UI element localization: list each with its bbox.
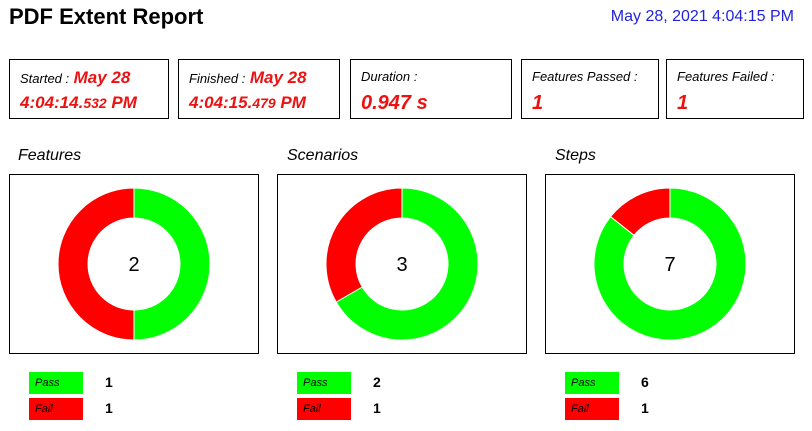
started-label: Started : xyxy=(20,71,70,86)
started-time: 4:04:14.532 PM xyxy=(20,93,137,112)
pass-slice xyxy=(133,187,211,341)
fail-swatch: Fail xyxy=(29,398,83,420)
steps-pass-count: 6 xyxy=(641,374,649,390)
features-failed-card: Features Failed : 1 xyxy=(666,59,804,119)
scenarios-chart: 3 xyxy=(277,174,527,354)
fail-swatch: Fail xyxy=(565,398,619,420)
donut-center-total: 7 xyxy=(664,254,675,276)
duration-label: Duration : xyxy=(361,69,418,84)
duration-card: Duration : 0.947 s xyxy=(350,59,512,119)
pass-swatch: Pass xyxy=(297,372,351,394)
donut-center-total: 2 xyxy=(128,254,139,276)
donut-center-total: 3 xyxy=(396,254,407,276)
finished-time: 4:04:15.479 PM xyxy=(189,93,306,112)
pass-slice xyxy=(593,187,747,341)
started-date: May 28 xyxy=(73,68,131,87)
steps-chart: 7 xyxy=(545,174,795,354)
pass-swatch: Pass xyxy=(565,372,619,394)
scenarios-chart-title: Scenarios xyxy=(287,147,359,164)
features-passed-label: Features Passed : xyxy=(532,69,638,84)
features-failed-label: Features Failed : xyxy=(677,69,775,84)
scenarios-donut: 3 xyxy=(325,187,479,341)
steps-chart-title: Steps xyxy=(555,147,596,164)
features-fail-count: 1 xyxy=(105,400,113,416)
steps-fail-count: 1 xyxy=(641,400,649,416)
features-chart-title: Features xyxy=(18,147,82,164)
features-failed-value: 1 xyxy=(677,92,689,114)
finished-label: Finished : xyxy=(189,71,246,86)
scenarios-pass-count: 2 xyxy=(373,374,381,390)
features-passed-value: 1 xyxy=(532,92,544,114)
pass-swatch: Pass xyxy=(29,372,83,394)
fail-swatch: Fail xyxy=(297,398,351,420)
features-chart: 2 xyxy=(9,174,259,354)
report-timestamp: May 28, 2021 4:04:15 PM xyxy=(610,8,794,25)
finished-card: Finished : May 28 4:04:15.479 PM xyxy=(178,59,340,119)
finished-date: May 28 xyxy=(249,68,307,87)
report-title: PDF Extent Report xyxy=(9,4,204,29)
features-passed-card: Features Passed : 1 xyxy=(521,59,659,119)
features-donut: 2 xyxy=(57,187,211,341)
started-card: Started : May 28 4:04:14.532 PM xyxy=(9,59,169,119)
pass-slice xyxy=(335,187,479,341)
steps-donut: 7 xyxy=(593,187,747,341)
fail-slice xyxy=(609,187,671,237)
fail-slice xyxy=(325,187,403,303)
fail-slice xyxy=(57,187,135,341)
features-pass-count: 1 xyxy=(105,374,113,390)
scenarios-fail-count: 1 xyxy=(373,400,381,416)
duration-value: 0.947 s xyxy=(361,92,428,114)
